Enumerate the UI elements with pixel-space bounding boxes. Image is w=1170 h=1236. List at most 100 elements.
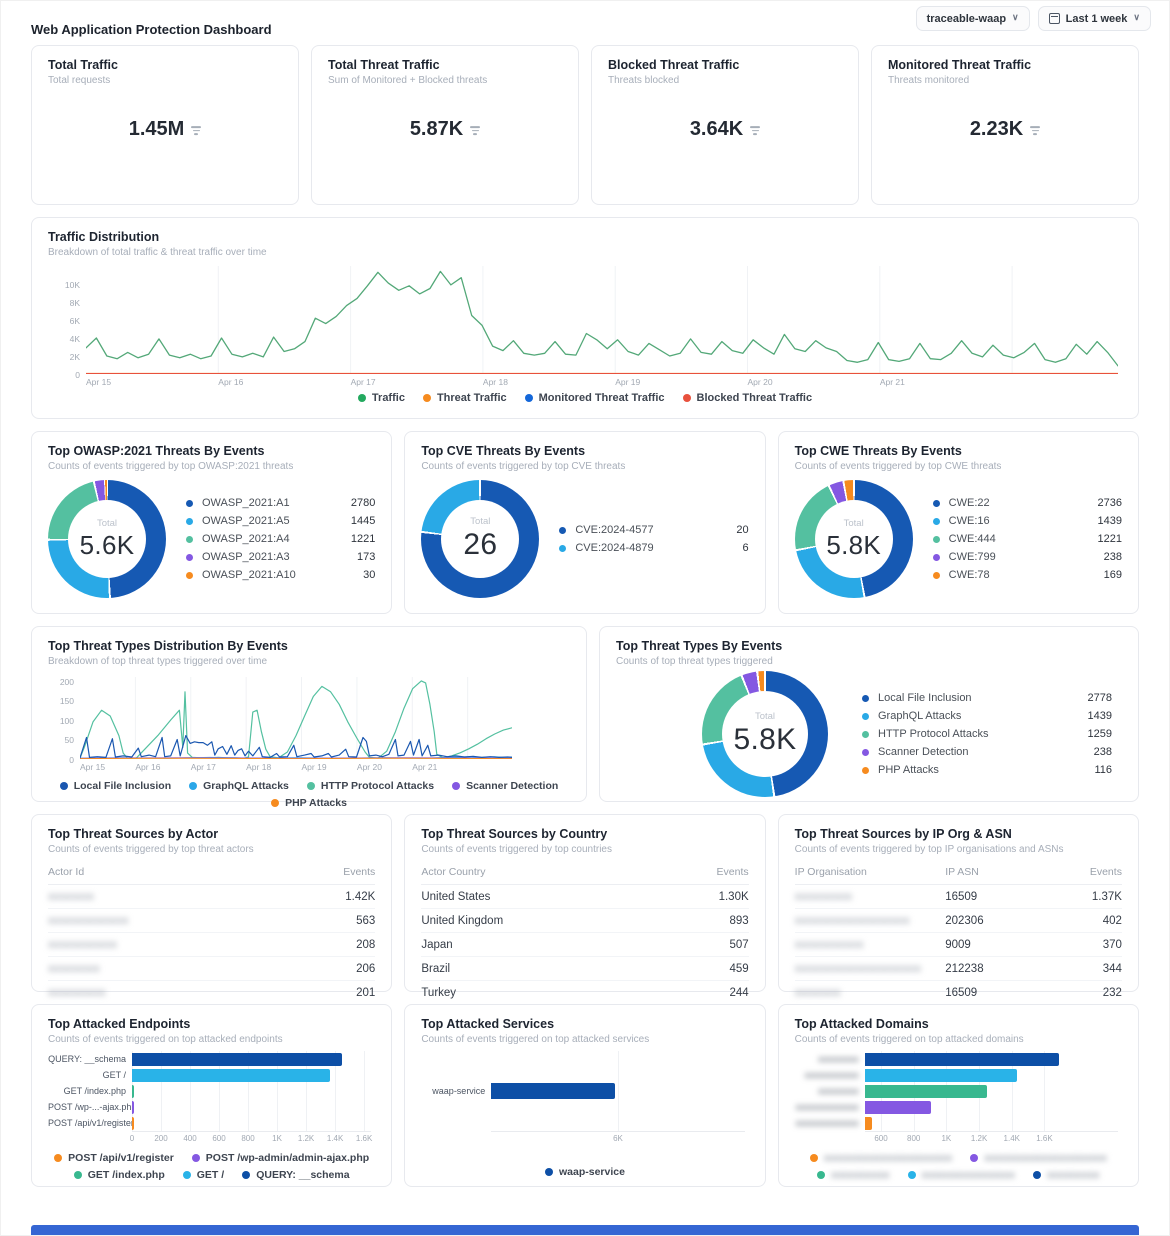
card-subtitle: Counts of top threat types triggered — [616, 656, 773, 667]
legend-item[interactable]: PHP Attacks — [271, 797, 347, 809]
legend-item[interactable]: HTTP Protocol Attacks — [306, 780, 434, 792]
cve-donut-chart[interactable]: Total 26 — [421, 480, 540, 598]
table-cell: 893 — [729, 914, 749, 927]
filter-icon — [191, 126, 202, 135]
legend-item[interactable]: xxxxxxxxxxxxxxxxxxxxxx — [809, 1152, 953, 1164]
legend-item[interactable]: Scanner Detection 238 — [862, 746, 1112, 758]
bar-row[interactable]: GET /index.php — [48, 1083, 375, 1099]
legend-item[interactable]: POST /api/v1/register — [54, 1152, 174, 1164]
bar-row[interactable]: waap-service — [421, 1051, 748, 1131]
bar-row[interactable]: xxxxxxxxxxxx — [795, 1067, 1122, 1083]
legend-item[interactable]: GraphQL Attacks 1439 — [862, 710, 1112, 722]
card-title: Top Threat Sources by IP Org & ASN — [794, 827, 1012, 841]
legend-dot-icon — [862, 712, 869, 720]
legend-item[interactable]: CWE:16 1439 — [932, 515, 1122, 527]
legend-label: GET /index.php — [87, 1169, 165, 1181]
card-subtitle: Counts of events triggered by top CVE th… — [421, 461, 626, 472]
table-row[interactable]: xxxxxxxx 16509 232 — [794, 981, 1122, 1005]
legend-item[interactable]: PHP Attacks 116 — [862, 764, 1112, 776]
legend-item[interactable]: Traffic — [357, 392, 405, 404]
legend-item[interactable]: Monitored Threat Traffic — [524, 392, 665, 404]
card-subtitle: Counts of events triggered by top OWASP:… — [48, 461, 294, 472]
column-header: Events — [343, 866, 376, 878]
bar-row[interactable]: xxxxxxxxxxxxxx — [795, 1115, 1122, 1131]
bar-row[interactable]: QUERY: __schema — [48, 1051, 375, 1067]
table-row[interactable]: Turkey 244 — [421, 981, 749, 1005]
legend-label: QUERY: __schema — [256, 1169, 350, 1181]
legend-label: xxxxxxxxxxxxxxxxxxxxxx — [823, 1152, 953, 1164]
attacked-domains-card: Top Attacked Domains Counts of events tr… — [777, 1004, 1139, 1187]
legend-item[interactable]: CWE:799 238 — [932, 551, 1122, 563]
legend-item[interactable]: OWASP_2021:A5 1445 — [186, 515, 375, 527]
legend-item[interactable]: GET / — [182, 1169, 224, 1181]
bar-row[interactable]: xxxxxxxxx — [795, 1051, 1122, 1067]
workspace-selector[interactable]: traceable-waap ∨ — [915, 6, 1030, 31]
legend-item[interactable]: Blocked Threat Traffic — [682, 392, 813, 404]
legend-dot-icon — [422, 394, 431, 402]
table-row[interactable]: United Kingdom 893 — [421, 909, 749, 933]
x-axis-tick: 0 — [129, 1134, 135, 1143]
legend-item[interactable]: xxxxxxxxxx — [817, 1169, 890, 1181]
legend-item[interactable]: Local File Inclusion 2778 — [862, 692, 1112, 704]
table-row[interactable]: xxxxxxxxxxxxxxxxxxxx 202306 402 — [794, 909, 1122, 933]
bar-row[interactable]: POST /wp-...-ajax.php — [48, 1099, 375, 1115]
bar-row[interactable]: GET / — [48, 1067, 375, 1083]
table-row[interactable]: Brazil 459 — [421, 957, 749, 981]
legend-value: 238 — [1103, 551, 1122, 563]
bar-row[interactable]: xxxxxxxxx — [795, 1083, 1122, 1099]
stat-card-total-traffic: Total Traffic Total requests 1.45M — [31, 45, 299, 205]
table-row[interactable]: xxxxxxxxxx 16509 1.37K — [794, 885, 1122, 909]
legend-item[interactable]: xxxxxxxxxxxxxxxxxxxxx — [970, 1152, 1107, 1164]
legend-dot-icon — [862, 730, 869, 738]
legend-label: Blocked Threat Traffic — [696, 392, 813, 404]
legend-dot-icon — [524, 394, 533, 402]
legend-item[interactable]: GraphQL Attacks — [189, 780, 289, 792]
bar-row[interactable]: POST /api/v1/register — [48, 1115, 375, 1131]
threat-types-donut-chart[interactable]: Total 5.8K — [702, 671, 828, 797]
table-row[interactable]: Japan 507 — [421, 933, 749, 957]
bar-fill — [864, 1084, 988, 1098]
legend-item[interactable]: HTTP Protocol Attacks 1259 — [862, 728, 1112, 740]
legend-item[interactable]: CWE:78 169 — [932, 569, 1122, 581]
legend-item[interactable]: waap-service — [545, 1166, 625, 1178]
legend-label: CWE:22 — [948, 497, 990, 509]
table-row[interactable]: xxxxxxxxxx 201 — [48, 981, 376, 1005]
table-row[interactable]: xxxxxxxxxxxxxxxxxxxxxx 212238 344 — [794, 957, 1122, 981]
legend-label: Local File Inclusion — [73, 780, 172, 792]
owasp-donut-chart[interactable]: Total 5.6K — [48, 480, 166, 598]
legend-dot-icon — [862, 766, 869, 774]
legend-item[interactable]: GET /index.php — [73, 1169, 165, 1181]
table-row[interactable]: xxxxxxxx 1.42K — [48, 885, 376, 909]
y-axis-tick: 0 — [69, 755, 74, 765]
table-cell: 212238 — [945, 962, 984, 975]
table-row[interactable]: xxxxxxxxxxxx 208 — [48, 933, 376, 957]
legend-item[interactable]: OWASP_2021:A3 173 — [186, 551, 375, 563]
legend-item[interactable]: QUERY: __schema — [242, 1169, 350, 1181]
bar-row[interactable]: xxxxxxxxxxxxxx — [795, 1099, 1122, 1115]
bar-fill — [132, 1068, 330, 1082]
legend-item[interactable]: Threat Traffic — [422, 392, 507, 404]
table-cell: xxxxxxxxxxxxxxxxxxxx — [794, 914, 910, 927]
legend-item[interactable]: POST /wp-admin/admin-ajax.php — [191, 1152, 369, 1164]
legend-item[interactable]: Local File Inclusion — [59, 780, 172, 792]
threat-sources-country-card: Top Threat Sources by Country Counts of … — [404, 814, 766, 1005]
domains-bar-chart: xxxxxxxxx xxxxxxxxxxxx xxxxxxxxx xxxxxxxxxx… — [795, 1051, 1122, 1144]
legend-item[interactable]: xxxxxxxxx — [1032, 1169, 1100, 1181]
legend-item[interactable]: CWE:444 1221 — [932, 533, 1122, 545]
chart-series-line — [86, 270, 1118, 367]
cwe-donut-chart[interactable]: Total 5.8K — [794, 480, 913, 598]
legend-item[interactable]: CVE:2024-4577 20 — [559, 524, 749, 536]
legend-item[interactable]: OWASP_2021:A4 1221 — [186, 533, 375, 545]
table-row[interactable]: xxxxxxxxxxxx 9009 370 — [794, 933, 1122, 957]
legend-item[interactable]: Scanner Detection — [452, 780, 558, 792]
legend-item[interactable]: CWE:22 2736 — [932, 497, 1122, 509]
table-row[interactable]: xxxxxxxxx 206 — [48, 957, 376, 981]
legend-item[interactable]: OWASP_2021:A1 2780 — [186, 497, 375, 509]
legend-item[interactable]: xxxxxxxxxxxxxxxx — [907, 1169, 1015, 1181]
table-row[interactable]: xxxxxxxxxxxxxx 563 — [48, 909, 376, 933]
legend-dot-icon — [682, 394, 691, 402]
legend-item[interactable]: OWASP_2021:A10 30 — [186, 569, 375, 581]
time-range-selector[interactable]: Last 1 week ∨ — [1037, 6, 1151, 31]
table-row[interactable]: United States 1.30K — [421, 885, 749, 909]
legend-item[interactable]: CVE:2024-4879 6 — [559, 542, 749, 554]
